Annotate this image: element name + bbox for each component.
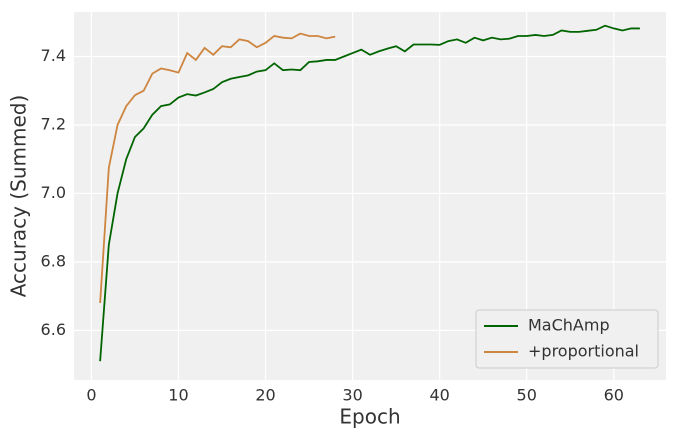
x-tick-label: 60 — [604, 386, 624, 405]
legend-label: MaChAmp — [528, 316, 610, 335]
x-tick-label: 20 — [255, 386, 275, 405]
y-tick-label: 7.4 — [41, 46, 66, 65]
x-tick-label: 0 — [86, 386, 96, 405]
legend-box — [475, 309, 659, 369]
x-tick-label: 50 — [517, 386, 537, 405]
x-tick-label: 10 — [168, 386, 188, 405]
y-tick-label: 6.6 — [41, 320, 66, 339]
x-axis-label: Epoch — [339, 405, 400, 429]
line — [99, 24, 640, 362]
x-tick-label: 40 — [429, 386, 449, 405]
legend-label: +proportional — [528, 342, 639, 361]
y-axis-label: Accuracy (Summed) — [7, 95, 31, 298]
line — [99, 32, 336, 304]
y-tick-label: 7.0 — [41, 183, 66, 202]
y-tick-label: 6.8 — [41, 251, 66, 270]
y-tick-label: 7.2 — [41, 114, 66, 133]
x-tick-label: 30 — [342, 386, 362, 405]
